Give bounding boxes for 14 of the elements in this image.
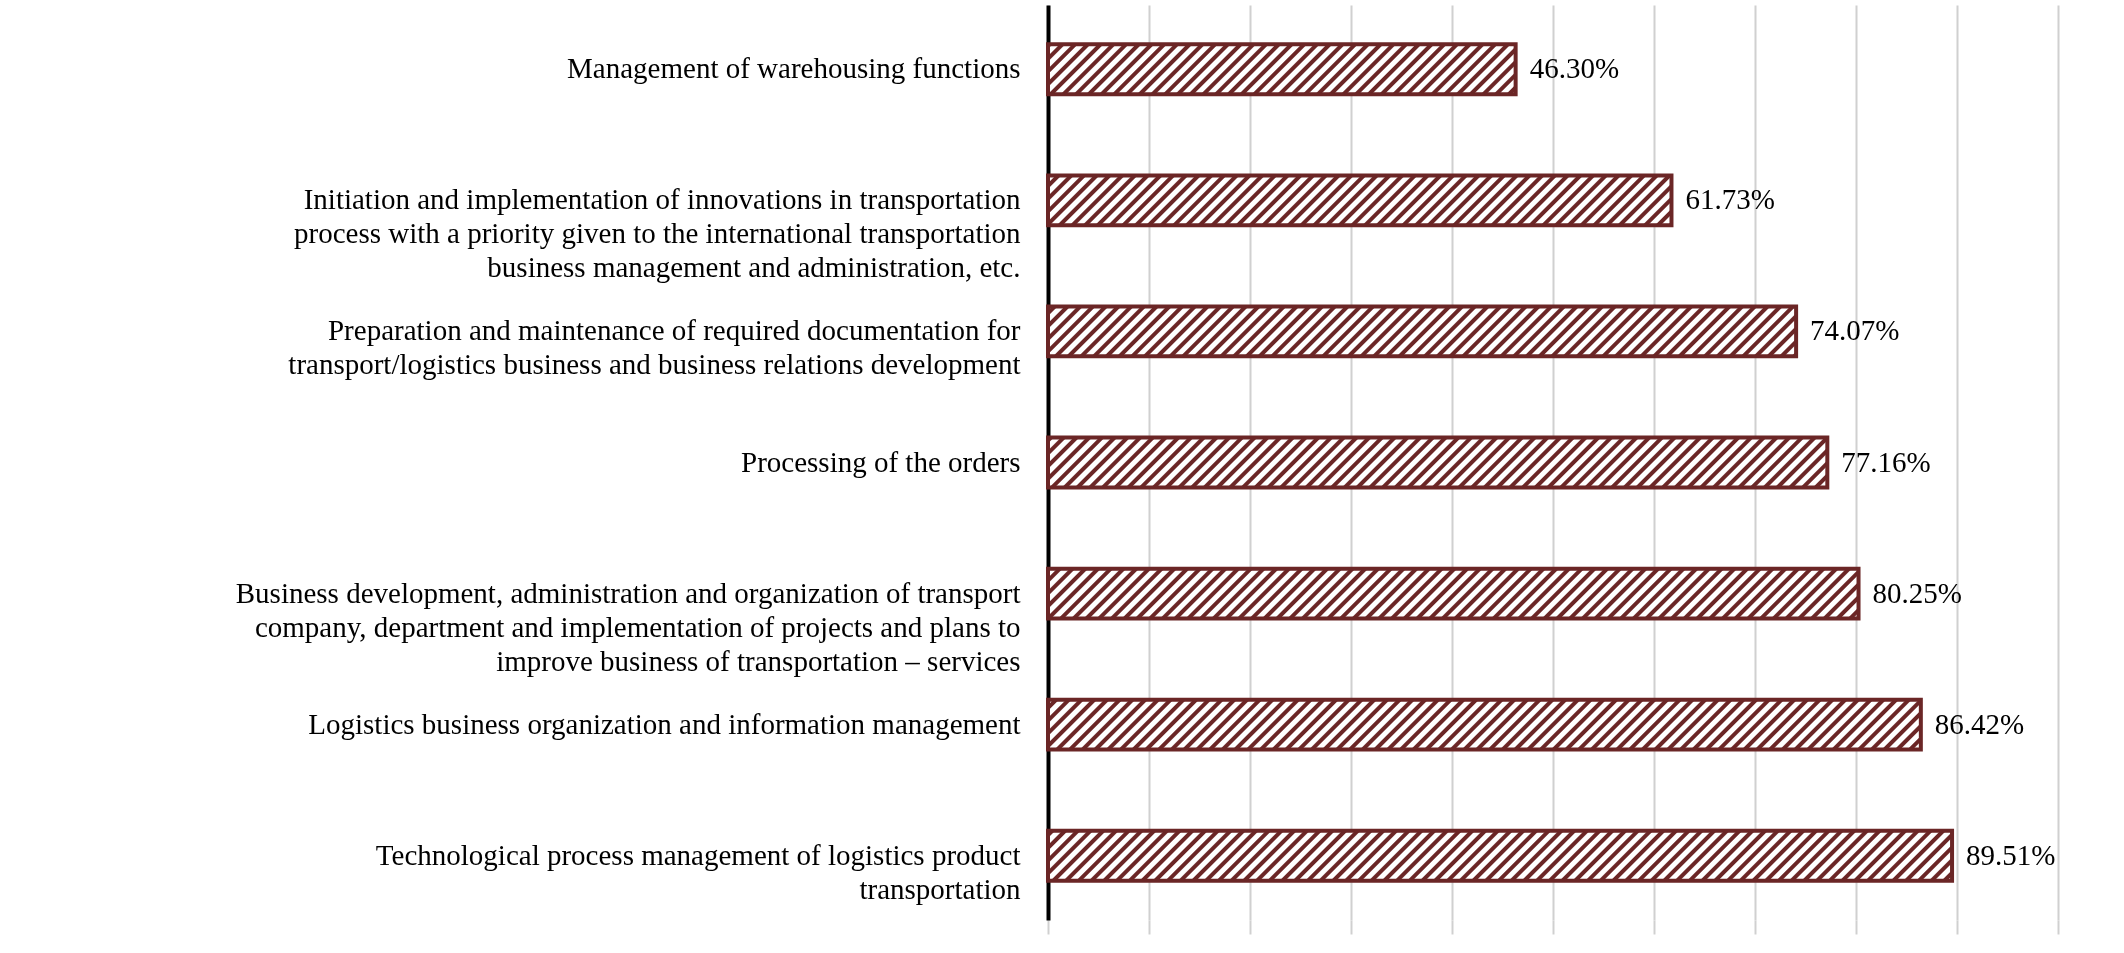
data-label: 89.51% bbox=[1966, 838, 2056, 871]
y-tick-label: Initiation and implementation of innovations in transportation process with a priority given to the international transportation business management and administration, etc. bbox=[294, 183, 1021, 284]
data-label: 46.30% bbox=[1529, 52, 1620, 85]
data-label: 61.73% bbox=[1685, 183, 1775, 216]
y-tick-label: Management of warehousing functions bbox=[567, 52, 1021, 85]
y-tick-label: Logistics business organization and information management bbox=[308, 707, 1021, 740]
y-tick-label: Technological process management of logistics product transportation bbox=[375, 838, 1021, 905]
data-label: 80.25% bbox=[1872, 576, 1962, 609]
data-label: 77.16% bbox=[1841, 445, 1931, 478]
data-label: 74.07% bbox=[1810, 314, 1900, 347]
y-tick-label: Processing of the orders bbox=[741, 445, 1021, 478]
data-label: 86.42% bbox=[1934, 707, 2025, 740]
y-tick-label: Business development, administration and organization of transport company, department and implementation of projects and plans to improve business of transportation – services bbox=[235, 576, 1021, 677]
y-tick-label: Preparation and maintenance of required documentation for transport/logistics business and business relations development bbox=[288, 314, 1021, 381]
